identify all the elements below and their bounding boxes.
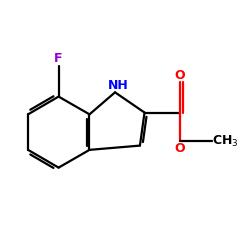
Text: CH$_3$: CH$_3$ [212,134,239,148]
Text: F: F [54,52,63,65]
Text: O: O [175,142,185,155]
Text: O: O [175,70,185,82]
Text: NH: NH [108,80,128,92]
